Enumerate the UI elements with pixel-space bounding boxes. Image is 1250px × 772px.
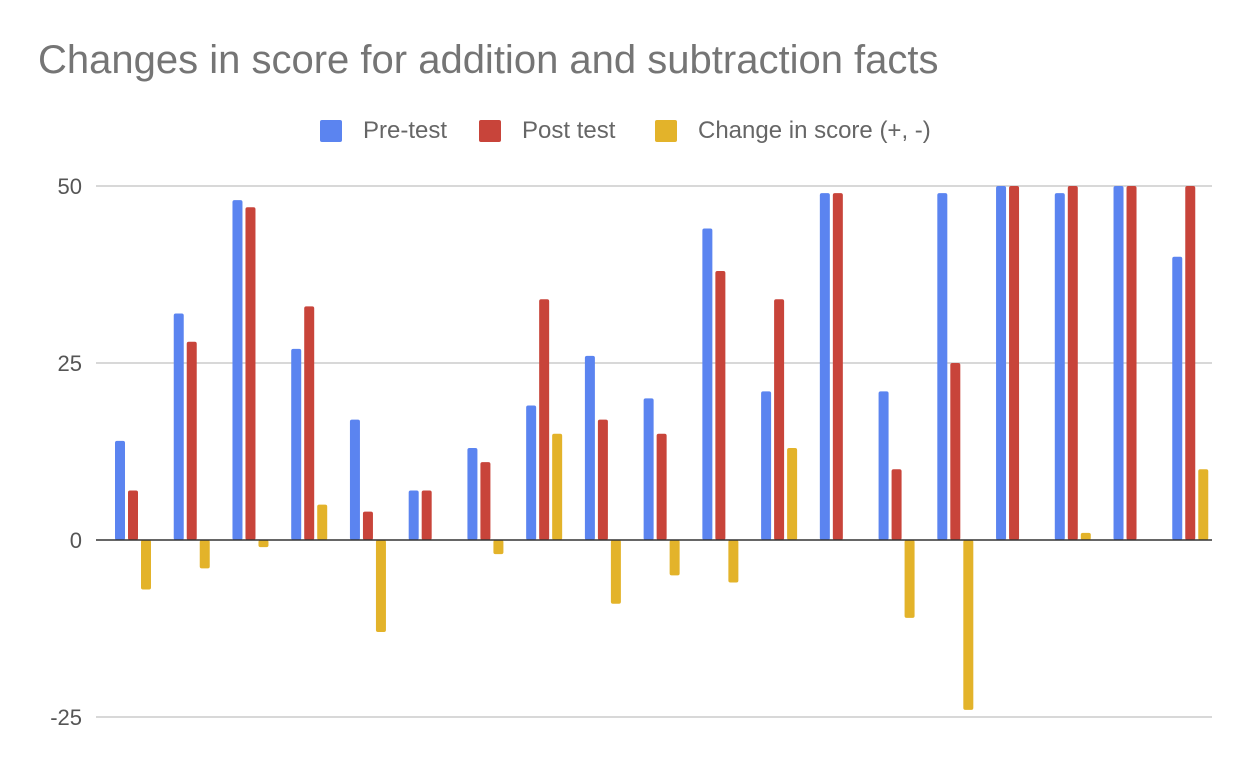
bar-pre-test[interactable] <box>643 398 654 540</box>
bar-post-test[interactable] <box>480 462 491 540</box>
bar-post-test[interactable] <box>715 270 726 540</box>
y-tick-label: 50 <box>58 174 82 199</box>
legend-swatch-change-in-score <box>655 120 677 142</box>
legend-item-post-test[interactable]: Post test <box>479 114 615 148</box>
bar-pre-test[interactable] <box>467 447 478 540</box>
bar-post-test[interactable] <box>950 363 961 540</box>
bar-pre-test[interactable] <box>819 193 830 540</box>
legend-label-post-test: Post test <box>522 117 616 144</box>
bar-change-in-score[interactable] <box>728 540 739 583</box>
bar-pre-test[interactable] <box>291 348 302 540</box>
legend-swatch-post-test <box>479 120 501 142</box>
bar-pre-test[interactable] <box>1172 256 1183 540</box>
bar-post-test[interactable] <box>656 433 667 540</box>
bar-change-in-score[interactable] <box>141 540 151 590</box>
bar-change-in-score[interactable] <box>375 540 386 633</box>
bar-pre-test[interactable] <box>1113 186 1124 540</box>
bar-change-in-score[interactable] <box>787 447 798 540</box>
bar-pre-test[interactable] <box>408 490 419 540</box>
bar-post-test[interactable] <box>1067 186 1078 540</box>
bar-pre-test[interactable] <box>937 193 948 540</box>
bar-pre-test[interactable] <box>761 391 772 540</box>
bar-post-test[interactable] <box>1185 186 1196 540</box>
bar-change-in-score[interactable] <box>1080 532 1091 540</box>
bar-post-test[interactable] <box>1009 186 1020 540</box>
bar-change-in-score[interactable] <box>258 540 269 548</box>
bar-change-in-score[interactable] <box>552 433 563 540</box>
legend-label-change-in-score: Change in score (+, -) <box>698 117 931 144</box>
legend: Pre-test Post test Change in score (+, -… <box>0 114 1250 148</box>
legend-label-pre-test: Pre-test <box>363 117 448 144</box>
bar-pre-test[interactable] <box>232 200 243 540</box>
y-tick-label: 0 <box>70 528 82 553</box>
bars <box>115 186 1209 710</box>
bar-post-test[interactable] <box>832 193 843 540</box>
chart-title: Changes in score for addition and subtra… <box>38 38 939 82</box>
bar-pre-test[interactable] <box>115 440 125 540</box>
bar-post-test[interactable] <box>597 419 608 540</box>
y-tick-label: -25 <box>50 705 82 730</box>
bar-pre-test[interactable] <box>702 228 713 541</box>
bar-pre-test[interactable] <box>173 313 184 540</box>
bar-pre-test[interactable] <box>349 419 360 540</box>
legend-item-change-in-score[interactable]: Change in score (+, -) <box>655 114 931 148</box>
gridlines <box>96 185 1212 718</box>
bar-change-in-score[interactable] <box>669 540 680 576</box>
bar-pre-test[interactable] <box>996 186 1007 540</box>
bar-post-test[interactable] <box>362 511 373 540</box>
bar-post-test[interactable] <box>539 299 550 540</box>
legend-swatch-pre-test <box>320 120 342 142</box>
bar-post-test[interactable] <box>128 490 138 540</box>
bar-post-test[interactable] <box>421 490 432 540</box>
bar-pre-test[interactable] <box>526 405 537 540</box>
bar-change-in-score[interactable] <box>904 540 915 618</box>
bar-change-in-score[interactable] <box>963 540 974 710</box>
bar-change-in-score[interactable] <box>199 540 210 569</box>
bar-post-test[interactable] <box>245 207 256 541</box>
bar-pre-test[interactable] <box>584 355 595 540</box>
axes: 50 25 0 -25 <box>50 174 1212 730</box>
legend-item-pre-test[interactable]: Pre-test <box>320 114 447 148</box>
bar-post-test[interactable] <box>774 299 785 540</box>
bar-post-test[interactable] <box>1126 186 1137 540</box>
bar-pre-test[interactable] <box>878 391 889 540</box>
bar-pre-test[interactable] <box>1054 193 1065 540</box>
y-tick-label: 25 <box>58 351 82 376</box>
bar-change-in-score[interactable] <box>317 504 328 540</box>
bar-change-in-score[interactable] <box>1198 469 1209 540</box>
bar-change-in-score[interactable] <box>610 540 621 604</box>
bar-change-in-score[interactable] <box>493 540 504 555</box>
bar-post-test[interactable] <box>186 341 197 540</box>
bar-post-test[interactable] <box>891 469 902 540</box>
bar-post-test[interactable] <box>304 306 315 540</box>
